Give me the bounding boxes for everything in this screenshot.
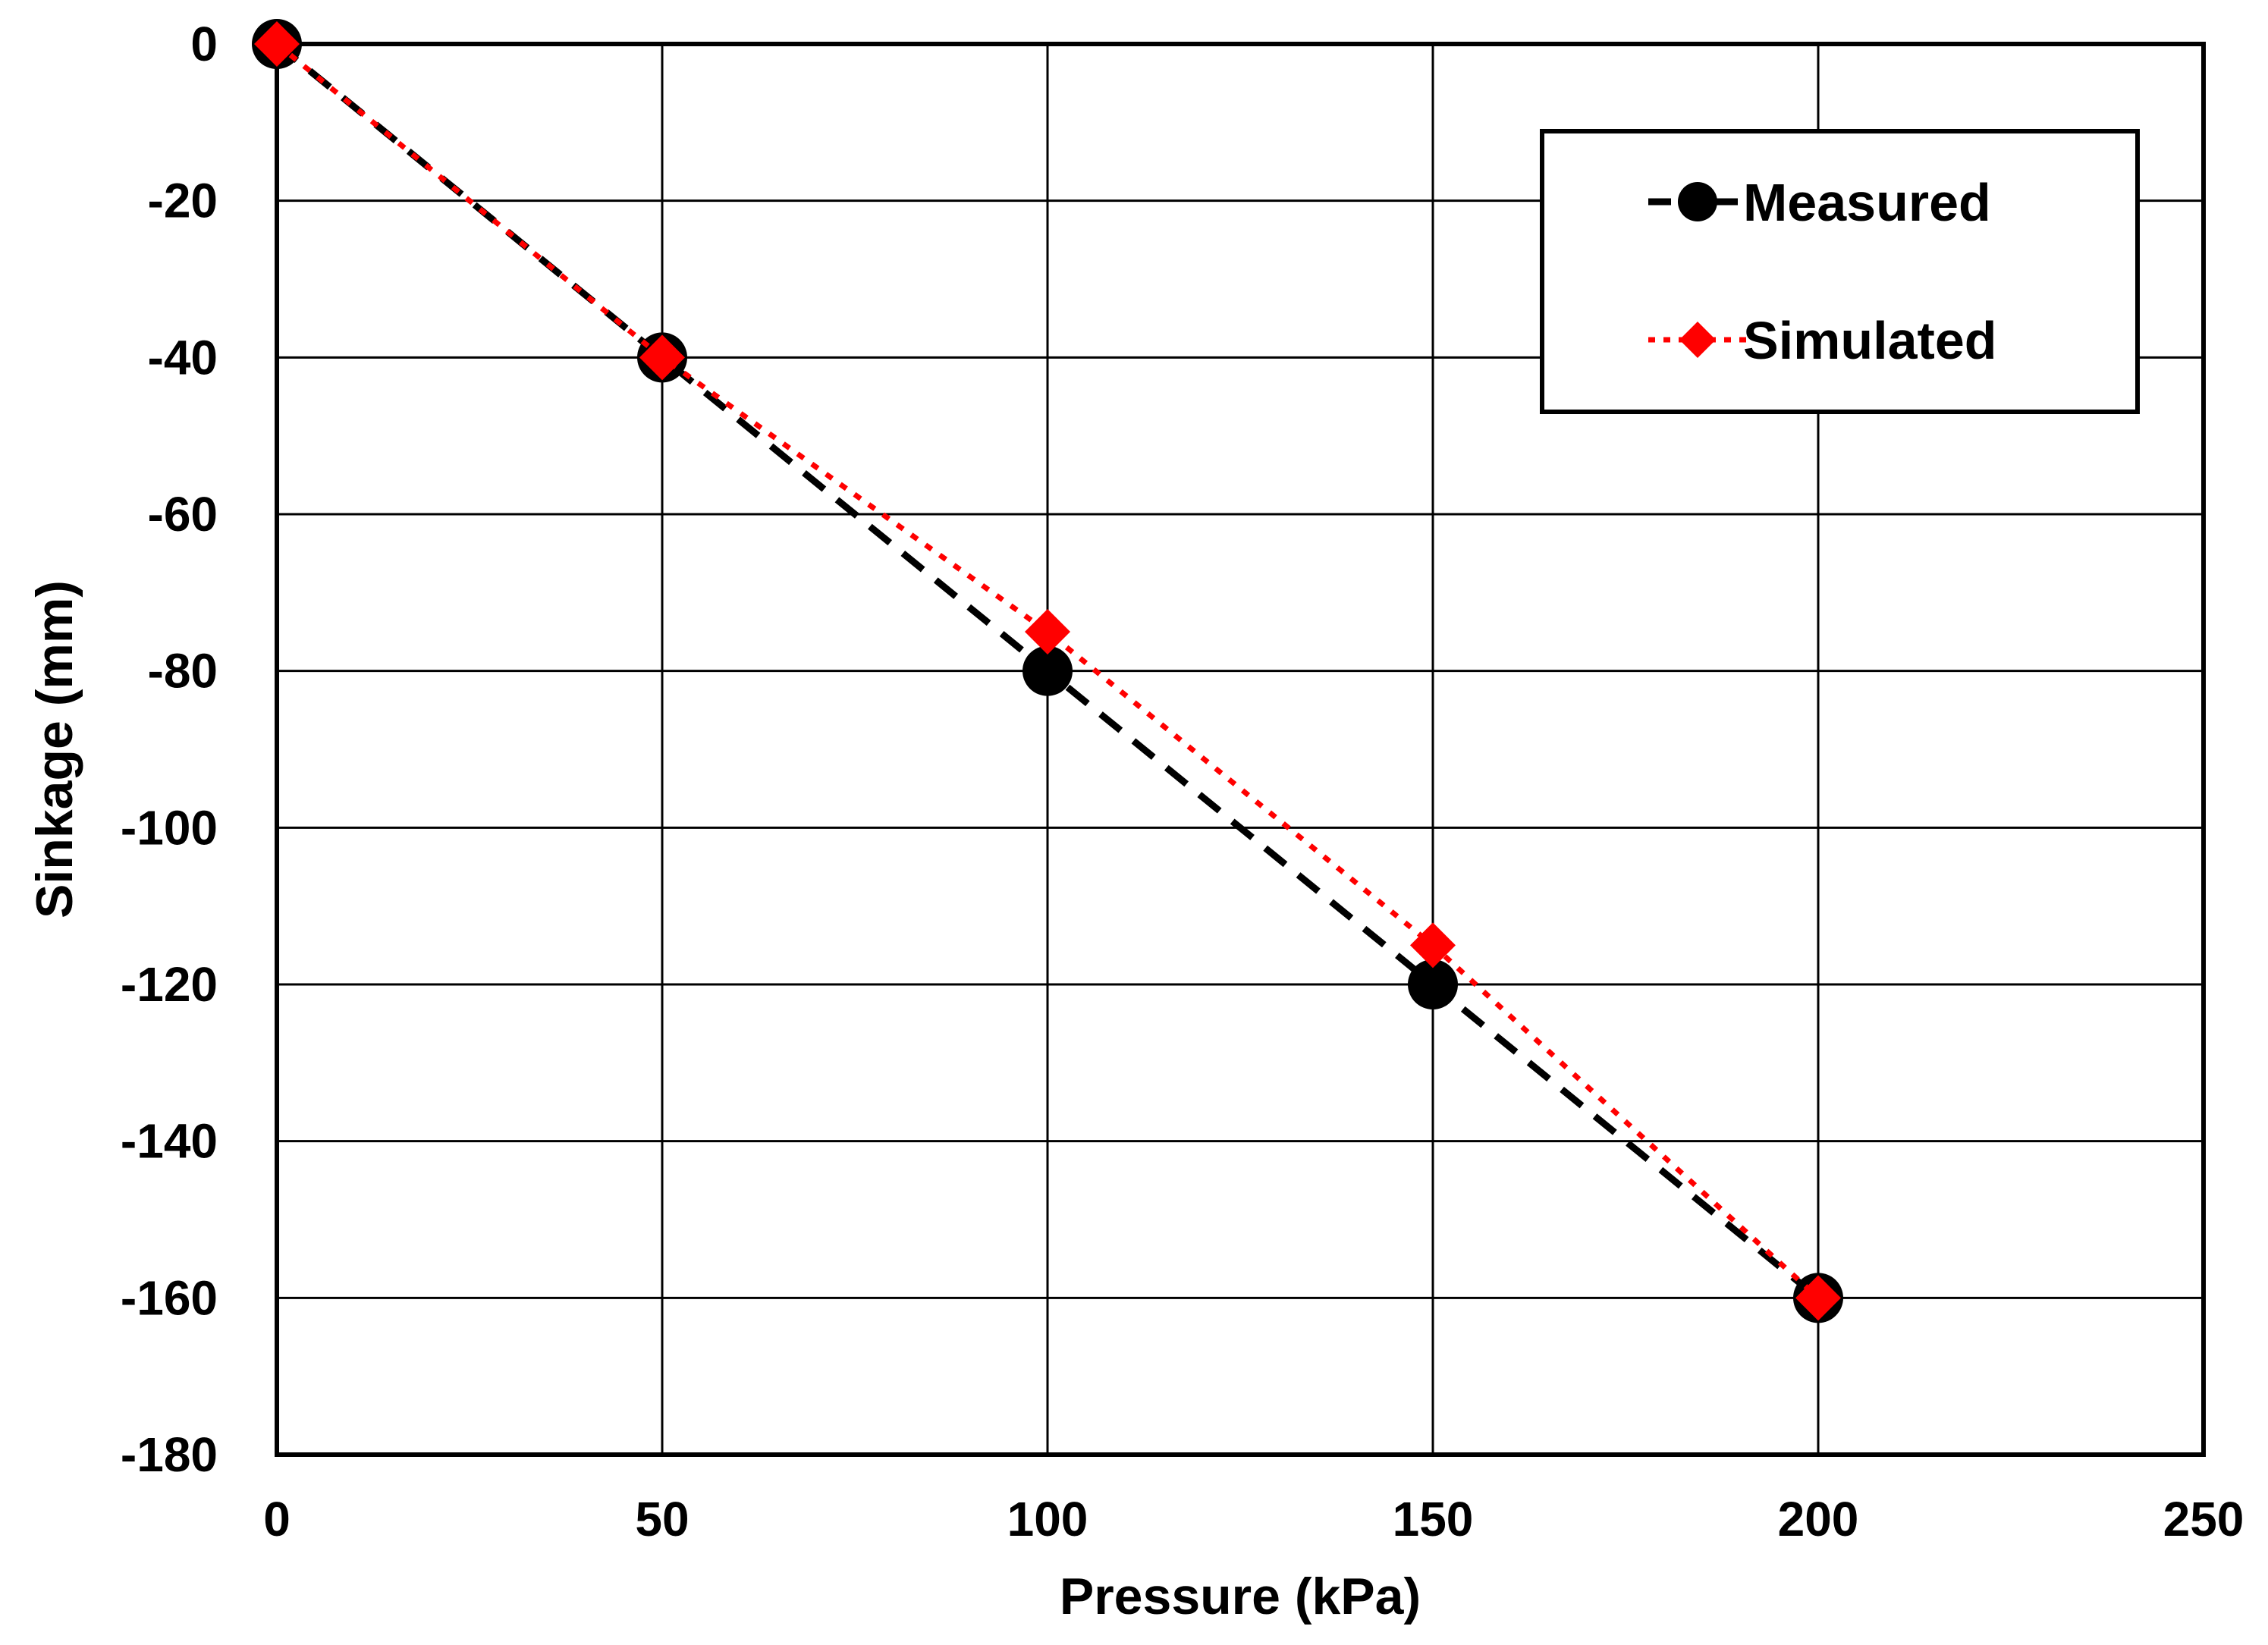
axis-ticks: 0 50 100 150 200 250 0 -20 -40 -60 -80 -100 -120 -140…	[121, 17, 2244, 1546]
series-simulated	[254, 21, 1841, 1321]
legend-label-measured: Measured	[1743, 173, 1991, 232]
data-point-simulated-3	[1410, 922, 1456, 968]
legend-marker-simulated	[1679, 322, 1716, 358]
x-tick-label-5: 250	[2163, 1492, 2244, 1546]
y-tick-label-5: -100	[121, 800, 218, 855]
legend-label-simulated: Simulated	[1743, 311, 1997, 370]
y-tick-label-3: -60	[148, 487, 218, 542]
x-axis-title: Pressure (kPa)	[1060, 1568, 1421, 1625]
legend-box	[1540, 129, 2140, 414]
data-point-measured-3	[1408, 959, 1458, 1009]
data-point-simulated-4	[1795, 1275, 1841, 1321]
x-tick-label-1: 50	[635, 1492, 689, 1546]
x-tick-label-4: 200	[1778, 1492, 1859, 1546]
data-point-simulated-0	[254, 21, 300, 67]
data-point-simulated-1	[639, 334, 685, 381]
y-tick-label-7: -140	[121, 1114, 218, 1169]
y-axis-title: Sinkage (mm)	[26, 580, 83, 918]
legend-entry-simulated: Simulated	[1648, 311, 1997, 370]
legend-marker-measured	[1678, 182, 1717, 221]
x-tick-label-0: 0	[263, 1492, 291, 1546]
y-tick-label-0: 0	[190, 17, 218, 71]
y-tick-label-2: -40	[148, 330, 218, 385]
x-tick-label-2: 100	[1007, 1492, 1088, 1546]
y-tick-label-8: -160	[121, 1270, 218, 1325]
series-line-simulated	[275, 42, 1820, 1300]
x-tick-label-3: 150	[1393, 1492, 1474, 1546]
data-point-measured-2	[1022, 645, 1073, 696]
data-point-simulated-2	[1025, 609, 1070, 655]
y-tick-label-4: -80	[148, 644, 218, 698]
y-tick-label-6: -120	[121, 957, 218, 1012]
series	[252, 19, 1843, 1323]
legend: Measured Simulated	[1540, 129, 2140, 414]
plot-area-frame	[275, 42, 2206, 1457]
y-tick-label-1: -20	[148, 174, 218, 228]
y-tick-label-9: -180	[121, 1427, 218, 1482]
legend-entry-measured: Measured	[1648, 173, 1991, 232]
